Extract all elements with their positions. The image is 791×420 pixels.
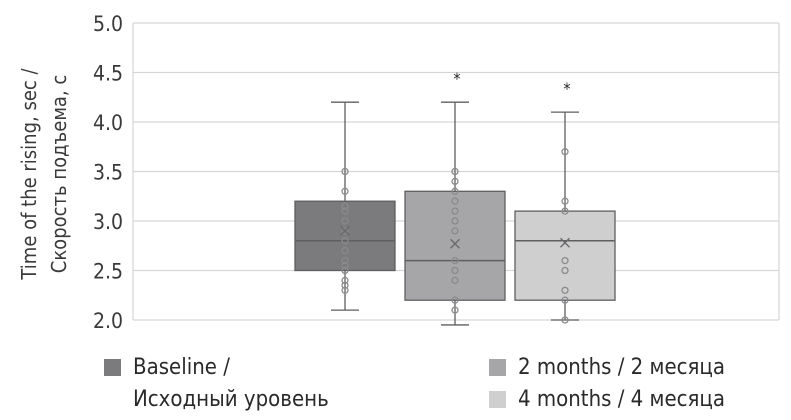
legend-label-2-months: 2 months / 2 месяца [518,355,726,380]
point-0-0 [341,286,349,294]
point-1-5 [451,227,459,235]
point-0-1 [341,281,349,290]
legend-swatch-4-months [489,390,506,408]
y-tick-0: 2.0 [93,309,123,333]
box-series: ** [294,69,616,326]
point-1-11 [451,167,459,176]
box-0 [294,101,396,311]
point-0-4 [341,261,349,270]
y-tick-labels: 2.0 2.5 3.0 3.5 4.0 4.5 5.0 [93,12,123,333]
point-2-5 [561,207,569,215]
point-1-1 [451,296,459,304]
box-2: * [514,79,616,324]
legend-swatch-baseline [104,359,121,376]
point-1-3 [451,266,459,275]
point-2-2 [561,286,569,294]
point-1-9 [451,187,459,195]
box-1: * [404,69,506,326]
point-1-7 [451,207,459,215]
point-0-11 [341,202,349,210]
y-tick-6: 5.0 [93,12,123,36]
point-2-6 [561,197,569,205]
point-1-6 [451,217,459,225]
legend-label-baseline-line2: Исходный уровень [133,386,329,412]
point-0-13 [341,167,349,176]
point-1-8 [451,197,459,205]
significance-star-2: * [563,79,570,98]
point-0-2 [341,276,349,285]
point-0-8 [341,227,349,235]
point-2-7 [561,148,569,156]
legend-follow-ups: 2 months / 2 месяца 4 months / 4 месяца [489,352,725,416]
point-0-10 [341,207,349,215]
point-2-3 [561,266,569,275]
point-0-6 [341,247,349,255]
significance-star-1: * [453,69,460,88]
mean-marker-b-1 [450,238,460,249]
box-body-0 [294,200,396,272]
box-plot-chart: 2.02.53.03.54.04.55.0 ** Time of the ris… [17,12,780,333]
point-2-4 [561,256,569,265]
legend-label-4-months: 4 months / 4 месяца [518,386,726,412]
box-body-1 [404,190,506,301]
point-0-12 [341,187,349,195]
legend-label-baseline-line1: Baseline / [133,355,230,380]
y-axis-label-line1: Time of the rising, sec / [17,68,41,281]
point-0-3 [341,266,349,275]
legend-swatch-2-months [489,359,506,376]
legend-baseline: Baseline / Исходный уровень [104,352,329,416]
point-1-10 [451,177,459,186]
point-0-9 [341,217,349,225]
y-tick-5: 4.5 [93,62,123,86]
y-tick-3: 3.5 [93,161,123,185]
point-0-5 [341,256,349,265]
point-1-4 [451,256,459,265]
point-0-7 [341,237,349,245]
point-1-2 [451,276,459,285]
y-axis-label-line2: Скорость подъема, с [47,75,71,274]
mean-marker-b-0 [340,225,350,236]
box-body-2 [514,210,616,301]
point-2-0 [561,316,569,324]
y-tick-1: 2.5 [93,260,123,284]
y-tick-4: 4.0 [93,111,123,135]
point-1-0 [451,306,459,314]
point-2-1 [561,296,569,304]
mean-marker-b-2 [560,237,570,248]
y-tick-2: 3.0 [93,210,123,234]
